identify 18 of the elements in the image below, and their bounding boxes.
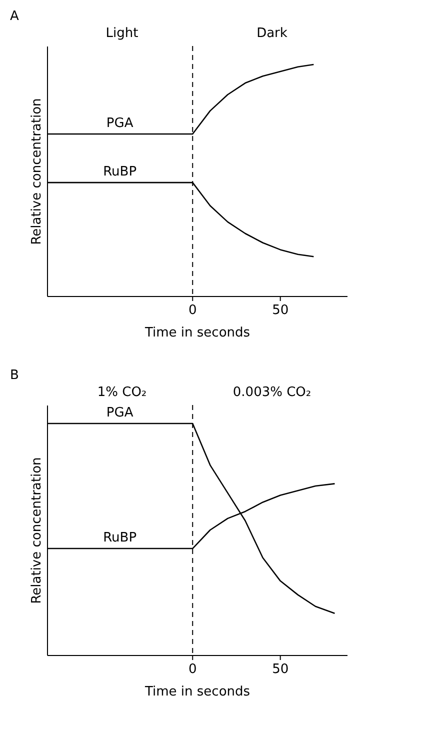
x-tick-label: 0 (188, 303, 197, 318)
text: 0.003% CO₂ (232, 385, 312, 400)
x-axis-title: Time in seconds (144, 326, 250, 340)
y-axis-title: Relative concentration (30, 457, 44, 604)
x-axis-title: Time in seconds (144, 684, 250, 700)
x-tick-label: 50 (272, 303, 289, 318)
series-label: RuBP (103, 164, 137, 180)
x-tick-label: 0 (188, 662, 197, 677)
text: Dark (256, 26, 288, 41)
y-axis-title: Relative concentration (30, 98, 44, 245)
series-label: PGA (106, 116, 134, 131)
text: Light (106, 26, 138, 41)
series-label: RuBP (103, 530, 137, 546)
chart-title: B (10, 368, 19, 383)
series-label: PGA (106, 406, 134, 421)
chart-title: A (10, 9, 19, 24)
text: 1% CO₂ (97, 385, 147, 400)
x-tick-label: 50 (272, 662, 289, 677)
